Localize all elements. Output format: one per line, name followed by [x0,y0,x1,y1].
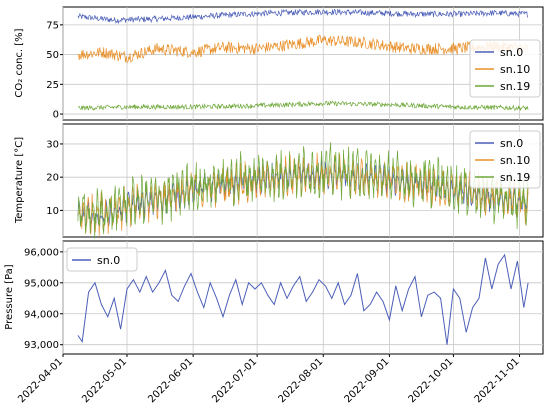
co2-legend-label: sn.10 [500,63,530,76]
temperature-legend: sn.0 sn.10 sn.19 [469,130,541,189]
x-tick-label: 2022-10-01 [407,356,456,405]
temperature-series-line-sn.19 [77,142,529,239]
pressure-ytick-label: 94,000 [24,309,59,320]
co2-legend-label: sn.19 [500,80,530,93]
co2-legend: sn.0 sn.10 sn.19 [469,39,541,98]
pressure-legend: sn.0 [66,247,138,272]
x-tick-label: 2022-06-01 [146,356,195,405]
pressure-y-axis-label: Pressure [Pa] [4,264,15,329]
co2-ytick-label: 50 [46,50,59,61]
temperature-ytick-label: 20 [46,173,59,184]
pressure-ytick-label: 96,000 [24,247,59,258]
x-tick-label: 2022-05-01 [80,356,129,405]
temperature-ytick-label: 10 [46,206,59,217]
pressure-panel: 93,000 94,000 95,000 96,000 Pressure [Pa] s… [4,240,544,405]
pressure-series-line-sn.0 [77,253,529,345]
temperature-panel: 10 20 30 Temperature [°C] sn.0 sn.10 sn.19 [14,123,544,239]
temperature-legend-label: sn.19 [500,171,530,184]
co2-series-line-sn.0 [77,8,529,25]
pressure-legend-box [66,247,138,272]
co2-series-line-sn.10 [77,34,529,64]
temperature-ytick-label: 30 [46,139,59,150]
co2-legend-label: sn.0 [500,46,523,59]
co2-panel: 0 25 50 75 CO₂ conc. [%] sn.0 sn.10 sn.19 [14,6,544,121]
x-axis-ticks: 2022-04-01 2022-05-01 2022-06-01 2022-07-01… [16,354,522,405]
temperature-legend-label: sn.0 [500,137,523,150]
co2-ytick-label: 0 [53,110,59,121]
temperature-legend-label: sn.10 [500,154,530,167]
co2-legend-box [469,39,541,98]
pressure-legend-label: sn.0 [97,254,120,267]
temperature-y-axis-label: Temperature [°C] [14,137,25,224]
temperature-legend-box [469,130,541,189]
x-tick-label: 2022-08-01 [277,356,326,405]
pressure-ytick-label: 93,000 [24,340,59,351]
x-tick-label: 2022-04-01 [16,356,65,405]
co2-series-line-sn.19 [77,100,529,111]
x-tick-label: 2022-09-01 [343,356,392,405]
x-tick-label: 2022-07-01 [210,356,259,405]
co2-y-axis-label: CO₂ conc. [%] [14,28,25,97]
x-tick-label: 2022-11-01 [473,356,522,405]
pressure-ytick-label: 95,000 [24,278,59,289]
co2-ytick-label: 25 [46,80,59,91]
co2-ytick-label: 75 [46,20,59,31]
